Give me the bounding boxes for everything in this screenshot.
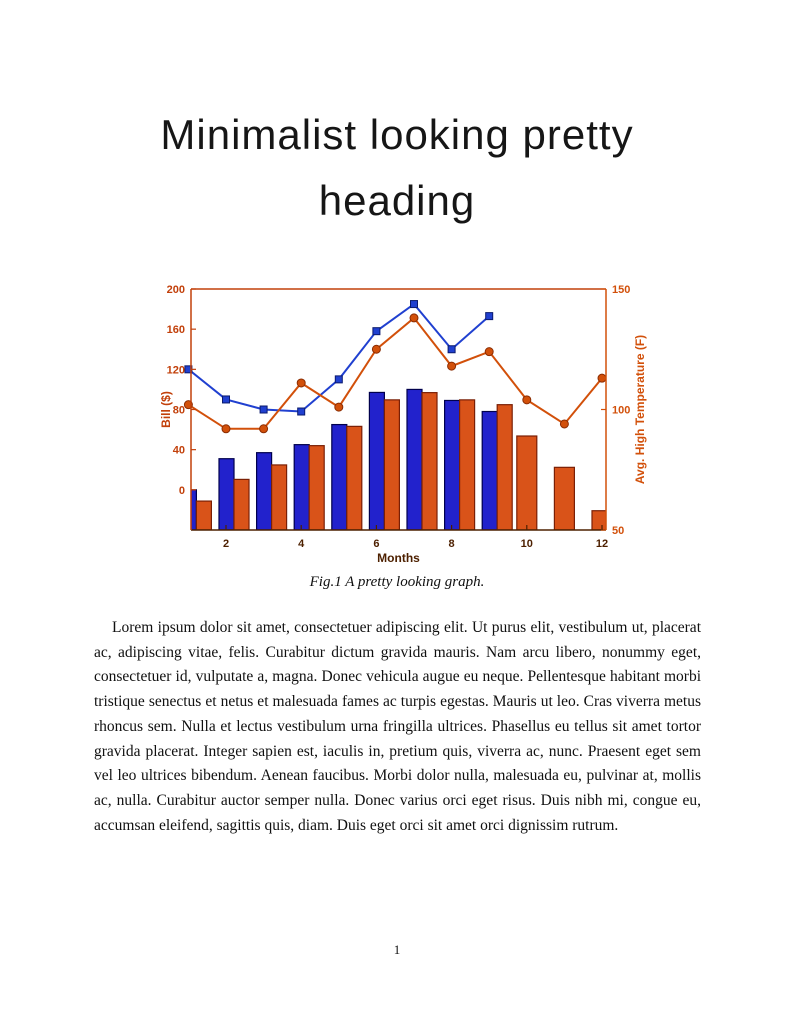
- square-marker-icon: [222, 395, 230, 404]
- x-tick-label: 12: [596, 538, 608, 550]
- temperature-bar: [270, 464, 288, 530]
- lines-group: [183, 300, 607, 434]
- temperature-line: [187, 316, 603, 430]
- x-tick-label: 2: [223, 538, 229, 550]
- bill-bar: [331, 423, 348, 530]
- circle-marker-icon: [559, 419, 569, 429]
- figure-caption: Fig.1 A pretty looking graph.: [309, 574, 485, 590]
- bill-bar: [255, 452, 273, 530]
- temperature-bar: [346, 425, 363, 530]
- circle-marker-icon: [447, 361, 457, 371]
- page-title: Minimalist looking pretty heading: [0, 102, 794, 234]
- bill-bar: [218, 458, 235, 530]
- circle-marker-icon: [296, 378, 306, 388]
- circle-marker-icon: [409, 313, 419, 323]
- square-marker-icon: [410, 300, 418, 309]
- bill-bar: [368, 391, 385, 530]
- temperature-bar: [421, 392, 438, 530]
- left-tick-label: 160: [167, 324, 185, 336]
- temperature-bar: [496, 404, 513, 530]
- square-marker-icon: [485, 312, 494, 321]
- x-axis-title: Months: [377, 551, 420, 565]
- temperature-bar: [195, 500, 213, 530]
- bill-bar: [406, 388, 423, 530]
- bars-group: [191, 388, 606, 530]
- temperature-bar: [553, 466, 575, 530]
- left-tick-label: 0: [179, 485, 185, 497]
- circle-marker-icon: [484, 347, 494, 357]
- x-tick-label: 10: [521, 538, 533, 550]
- left-tick-label: 120: [167, 364, 185, 376]
- circle-marker-icon: [259, 424, 269, 434]
- circle-marker-icon: [522, 395, 532, 405]
- circle-marker-icon: [221, 424, 231, 434]
- x-tick-label: 8: [449, 538, 455, 550]
- bill-bar: [481, 410, 498, 530]
- page-title-line2: heading: [318, 177, 476, 224]
- x-tick-label: 6: [373, 538, 379, 550]
- circle-marker-icon: [371, 344, 381, 354]
- left-axis-title: Bill ($): [159, 391, 173, 428]
- circle-marker-icon: [597, 373, 607, 383]
- x-tick-label: 4: [298, 538, 305, 550]
- left-tick-label: 80: [173, 405, 185, 417]
- bill-bar: [444, 399, 461, 530]
- page-title-line1: Minimalist looking pretty: [160, 111, 634, 158]
- square-marker-icon: [372, 327, 381, 336]
- axes-group: 0 40 80 120 160 200 50 100 150 2 4 6 8 10 12 Months Bill…: [159, 284, 647, 565]
- right-tick-label: 150: [612, 284, 630, 296]
- body-paragraph: Lorem ipsum dolor sit amet, consectetuer…: [94, 619, 701, 834]
- bill-bar: [293, 444, 310, 530]
- right-tick-label: 100: [612, 405, 630, 417]
- square-marker-icon: [259, 405, 268, 414]
- bill-temperature-chart: 0 40 80 120 160 200 50 100 150 2 4 6 8 10 12 Months Bill…: [159, 284, 647, 565]
- square-marker-icon: [297, 407, 306, 416]
- temperature-bar: [233, 478, 250, 530]
- right-axis-title: Avg. High Temperature (F): [633, 335, 647, 484]
- page-number: 1: [393, 942, 401, 957]
- square-marker-icon: [447, 345, 456, 354]
- temperature-bar: [383, 399, 400, 530]
- left-tick-label: 200: [167, 284, 185, 296]
- left-tick-label: 40: [173, 445, 185, 457]
- right-tick-label: 50: [612, 525, 624, 537]
- square-marker-icon: [334, 375, 343, 384]
- figure-1: 0 40 80 120 160 200 50 100 150 2 4 6 8 10 12 Months Bill…: [158, 278, 658, 570]
- temperature-bar: [516, 435, 538, 530]
- temperature-bar: [308, 445, 325, 530]
- circle-marker-icon: [334, 402, 344, 412]
- temperature-bar: [459, 399, 476, 530]
